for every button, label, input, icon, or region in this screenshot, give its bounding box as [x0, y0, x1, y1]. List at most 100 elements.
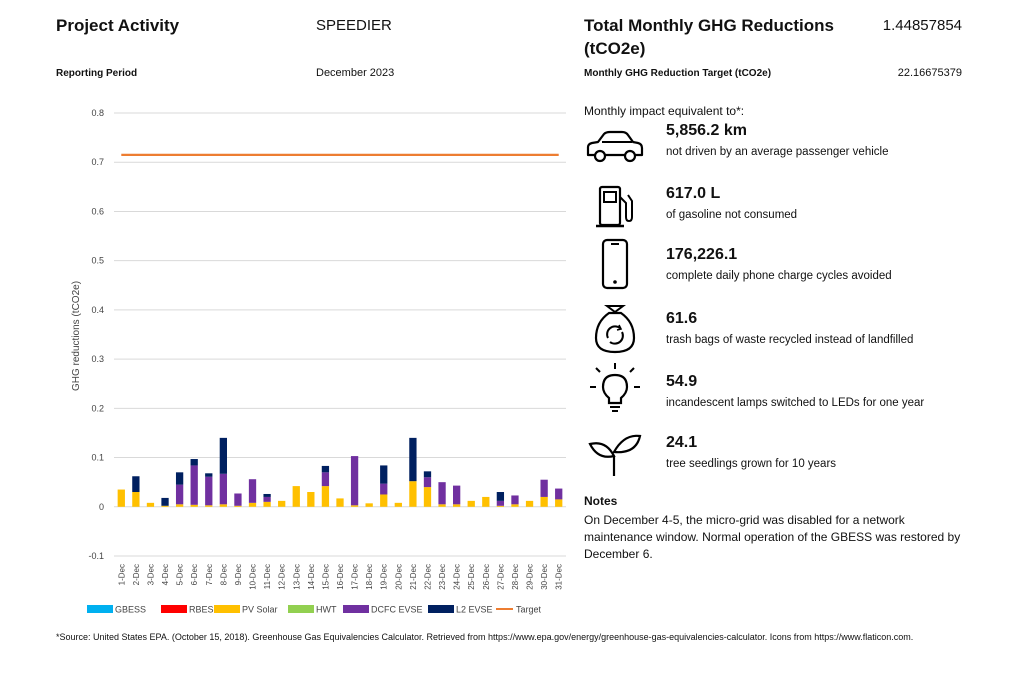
bar-dcfc-evse-6-dec	[190, 465, 198, 505]
bar-dcfc-evse-7-dec	[205, 476, 213, 506]
bar-pv-solar-5-dec	[175, 504, 184, 507]
chart-legend: GBESS RBESS PV Solar HWT DCFC EVSE L2 EVSE Tar…	[87, 605, 542, 615]
bar-dcfc-evse-5-dec	[175, 484, 184, 505]
x-tick-label: 2-Dec	[132, 564, 141, 585]
legend-label-pv-solar: PV Solar	[242, 605, 278, 615]
recycle-bag-icon	[594, 305, 636, 354]
legend-label-dcfc-evse: DCFC EVSE	[371, 605, 423, 615]
target-label: Monthly GHG Reduction Target (tCO2e)	[584, 68, 772, 79]
bar-pv-solar-9-dec	[234, 505, 242, 507]
bar-pv-solar-6-dec	[190, 504, 198, 507]
gas-pump-icon	[596, 185, 633, 228]
bar-l2-evse-5-dec	[175, 472, 184, 485]
target-value: 22.16675379	[897, 67, 962, 79]
x-tick-label: 26-Dec	[482, 564, 491, 590]
bar-pv-solar-2-dec	[132, 492, 140, 507]
phone-charges-text: complete daily phone charge cycles avoid…	[666, 270, 892, 282]
gasoline-text: of gasoline not consumed	[666, 209, 798, 221]
bar-dcfc-evse-27-dec	[496, 500, 505, 506]
bar-pv-solar-25-dec	[467, 500, 475, 507]
x-tick-label: 27-Dec	[496, 564, 505, 590]
bar-l2-evse-8-dec	[219, 437, 227, 474]
x-tick-label: 5-Dec	[176, 564, 185, 585]
x-tick-label: 9-Dec	[234, 564, 243, 585]
bar-dcfc-evse-15-dec	[321, 472, 330, 487]
bar-dcfc-evse-28-dec	[511, 495, 519, 505]
bar-pv-solar-28-dec	[511, 504, 519, 507]
bar-pv-solar-3-dec	[146, 502, 155, 507]
legend-swatch-gbess	[87, 605, 113, 613]
ghg-chart: 0.8 0.7 0.6 0.5 0.4 0.3 0.2 0.1 0 -0.1 1-Dec 2-Dec…	[71, 108, 566, 615]
reporting-period-label: Reporting Period	[56, 68, 138, 79]
y-tick-label: 0.8	[91, 108, 104, 118]
bar-dcfc-evse-19-dec	[380, 483, 388, 495]
x-tick-label: 11-Dec	[263, 564, 272, 589]
bar-pv-solar-26-dec	[482, 496, 490, 507]
bar-pv-solar-8-dec	[219, 504, 227, 507]
bar-dcfc-evse-24-dec	[453, 485, 461, 505]
bar-pv-solar-21-dec	[409, 481, 417, 507]
bar-l2-evse-27-dec	[496, 492, 505, 501]
car-km-value: 5,856.2 km	[666, 122, 747, 139]
total-reductions-label: Total Monthly GHG Reductions	[584, 16, 834, 35]
bar-l2-evse-15-dec	[321, 465, 330, 473]
x-tick-label: 30-Dec	[540, 564, 549, 590]
x-tick-label: 29-Dec	[526, 564, 535, 590]
project-name: SPEEDIER	[316, 17, 392, 34]
bar-pv-solar-12-dec	[278, 500, 286, 507]
bar-pv-solar-11-dec	[263, 501, 271, 507]
x-tick-label: 10-Dec	[249, 564, 258, 590]
legend-swatch-rbess	[161, 605, 187, 613]
x-tick-label: 21-Dec	[409, 564, 418, 590]
bar-dcfc-evse-31-dec	[555, 488, 563, 500]
bar-pv-solar-20-dec	[394, 502, 402, 507]
x-tick-label: 1-Dec	[117, 564, 126, 585]
x-tick-label: 19-Dec	[380, 564, 389, 590]
x-tick-label: 3-Dec	[146, 564, 155, 585]
bar-pv-solar-31-dec	[555, 499, 563, 507]
y-tick-label: 0.1	[91, 453, 104, 463]
x-tick-label: 6-Dec	[190, 564, 199, 585]
project-activity-label: Project Activity	[56, 16, 180, 35]
bar-dcfc-evse-17-dec	[350, 456, 359, 506]
bar-pv-solar-18-dec	[365, 503, 373, 507]
x-tick-label: 13-Dec	[292, 564, 301, 590]
x-tick-label: 7-Dec	[205, 564, 214, 585]
y-axis-label: GHG reductions (tCO2e)	[71, 281, 82, 391]
y-tick-label: -0.1	[88, 551, 104, 561]
reporting-period-value: December 2023	[316, 67, 395, 79]
bar-pv-solar-17-dec	[350, 505, 359, 507]
equivalents-intro: Monthly impact equivalent to*:	[584, 104, 745, 118]
legend-label-gbess: GBESS	[115, 605, 146, 615]
bar-l2-evse-2-dec	[132, 476, 140, 493]
y-tick-label: 0.2	[91, 403, 104, 413]
bar-dcfc-evse-10-dec	[248, 479, 257, 503]
legend-swatch-pv-solar	[214, 605, 240, 613]
bar-pv-solar-14-dec	[307, 492, 315, 507]
x-tick-label: 31-Dec	[555, 564, 564, 590]
legend-swatch-dcfc-evse	[343, 605, 369, 613]
gasoline-value: 617.0 L	[666, 185, 721, 202]
bar-pv-solar-29-dec	[525, 500, 534, 507]
notes-title: Notes	[584, 494, 618, 508]
x-tick-label: 17-Dec	[351, 564, 360, 590]
bar-pv-solar-19-dec	[380, 494, 388, 507]
bar-dcfc-evse-8-dec	[219, 473, 227, 505]
car-icon	[586, 130, 644, 163]
smartphone-icon	[601, 238, 629, 290]
trash-bags-text: trash bags of waste recycled instead of …	[666, 334, 914, 346]
seedlings-text: tree seedlings grown for 10 years	[666, 458, 837, 470]
total-reductions-value: 1.44857854	[882, 17, 962, 34]
lightbulb-icon	[590, 363, 640, 412]
x-tick-label: 25-Dec	[467, 564, 476, 590]
car-km-text: not driven by an average passenger vehic…	[666, 146, 889, 158]
notes-body: On December 4-5, the micro-grid was disa…	[584, 513, 961, 561]
seedlings-value: 24.1	[666, 434, 698, 451]
bar-pv-solar-22-dec	[423, 487, 432, 507]
bar-dcfc-evse-23-dec	[438, 482, 446, 505]
y-tick-label: 0.3	[91, 354, 104, 364]
legend-swatch-l2-evse	[428, 605, 454, 613]
bar-dcfc-evse-22-dec	[423, 477, 432, 488]
bar-pv-solar-30-dec	[540, 496, 548, 507]
bar-pv-solar-24-dec	[453, 504, 461, 507]
